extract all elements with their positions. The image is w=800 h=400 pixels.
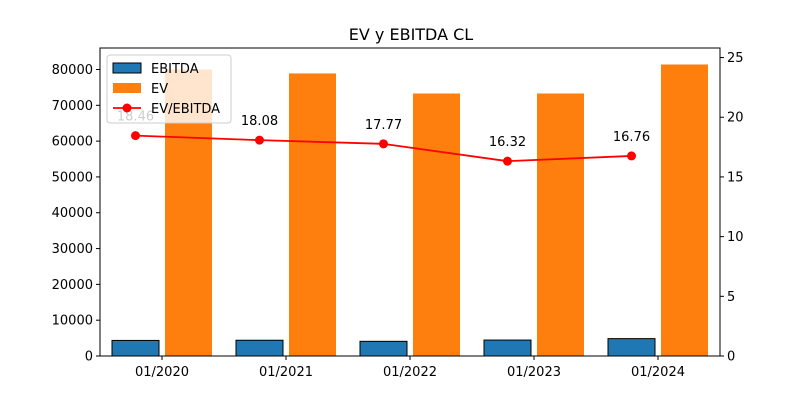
ratio-point bbox=[379, 139, 388, 149]
y2-tick-label: 15 bbox=[727, 170, 744, 185]
ratio-point bbox=[627, 151, 636, 161]
legend-swatch-ratio-marker bbox=[122, 103, 132, 113]
chart-title: EV y EBITDA CL bbox=[349, 25, 474, 44]
legend-label-ev: EV bbox=[151, 82, 168, 97]
x-tick-label: 01/2023 bbox=[507, 365, 561, 380]
y2-tick-label: 25 bbox=[727, 51, 744, 66]
axes-layer: 01/2020 01/2021 01/2022 01/2023 01/2024 0 1000… bbox=[52, 47, 744, 380]
ratio-data-label: 17.77 bbox=[365, 118, 402, 133]
ratio-data-label: 16.76 bbox=[613, 130, 650, 145]
ev-bar bbox=[289, 73, 336, 356]
ratio-data-label: 18.08 bbox=[241, 114, 278, 129]
ev-bar bbox=[537, 93, 584, 357]
ev-bar bbox=[413, 93, 460, 357]
ratio-data-label: 16.32 bbox=[489, 135, 526, 150]
y-tick-label: 50000 bbox=[52, 170, 93, 185]
ebitda-bar bbox=[235, 339, 284, 357]
y2-tick-label: 5 bbox=[727, 290, 735, 305]
y2-tick-label: 10 bbox=[727, 230, 744, 245]
y-tick-label: 10000 bbox=[52, 314, 93, 329]
legend-label-ebitda: EBITDA bbox=[151, 62, 199, 77]
legend-swatch-ebitda bbox=[112, 62, 142, 74]
legend-swatch-ev bbox=[113, 83, 141, 93]
ebitda-bar bbox=[607, 338, 656, 357]
x-tick-label: 01/2022 bbox=[383, 365, 437, 380]
plot-frame bbox=[99, 47, 721, 357]
y-tick-label: 40000 bbox=[52, 206, 93, 221]
legend-label-ratio: EV/EBITDA bbox=[151, 102, 220, 117]
y-tick-label: 60000 bbox=[52, 135, 93, 150]
ratio-point bbox=[131, 131, 140, 141]
ebitda-bar bbox=[359, 340, 408, 357]
ratio-point bbox=[255, 135, 264, 145]
x-tick-label: 01/2021 bbox=[259, 365, 313, 380]
y-tick-label: 30000 bbox=[52, 242, 93, 257]
y2-tick-label: 0 bbox=[727, 350, 735, 365]
y-tick-label: 80000 bbox=[52, 63, 93, 78]
ebitda-bar bbox=[111, 339, 160, 357]
ev-bar bbox=[661, 64, 708, 356]
x-tick-label: 01/2020 bbox=[135, 365, 189, 380]
y-tick-label: 70000 bbox=[52, 99, 93, 114]
x-tick-label: 01/2024 bbox=[631, 365, 685, 380]
ratio-point bbox=[503, 156, 512, 166]
y2-tick-label: 20 bbox=[727, 111, 744, 126]
ebitda-bar bbox=[483, 339, 532, 357]
y-tick-label: 0 bbox=[85, 350, 93, 365]
y-tick-label: 20000 bbox=[52, 278, 93, 293]
legend: EBITDA EV EV/EBITDA bbox=[106, 54, 232, 124]
